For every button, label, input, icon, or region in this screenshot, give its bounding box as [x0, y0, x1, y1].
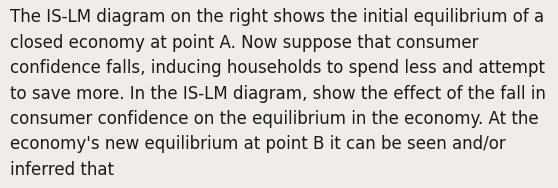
Text: confidence falls, inducing households to spend less and attempt: confidence falls, inducing households to…	[10, 59, 545, 77]
Text: consumer confidence on the equilibrium in the economy. At the: consumer confidence on the equilibrium i…	[10, 110, 538, 128]
Text: economy's new equilibrium at point B it can be seen and/or: economy's new equilibrium at point B it …	[10, 135, 506, 153]
Text: to save more. In the IS-LM diagram, show the effect of the fall in: to save more. In the IS-LM diagram, show…	[10, 85, 546, 103]
Text: The IS-LM diagram on the right shows the initial equilibrium of a: The IS-LM diagram on the right shows the…	[10, 8, 544, 27]
Text: inferred that: inferred that	[10, 161, 114, 179]
Text: closed economy at point A. Now suppose that consumer: closed economy at point A. Now suppose t…	[10, 34, 479, 52]
